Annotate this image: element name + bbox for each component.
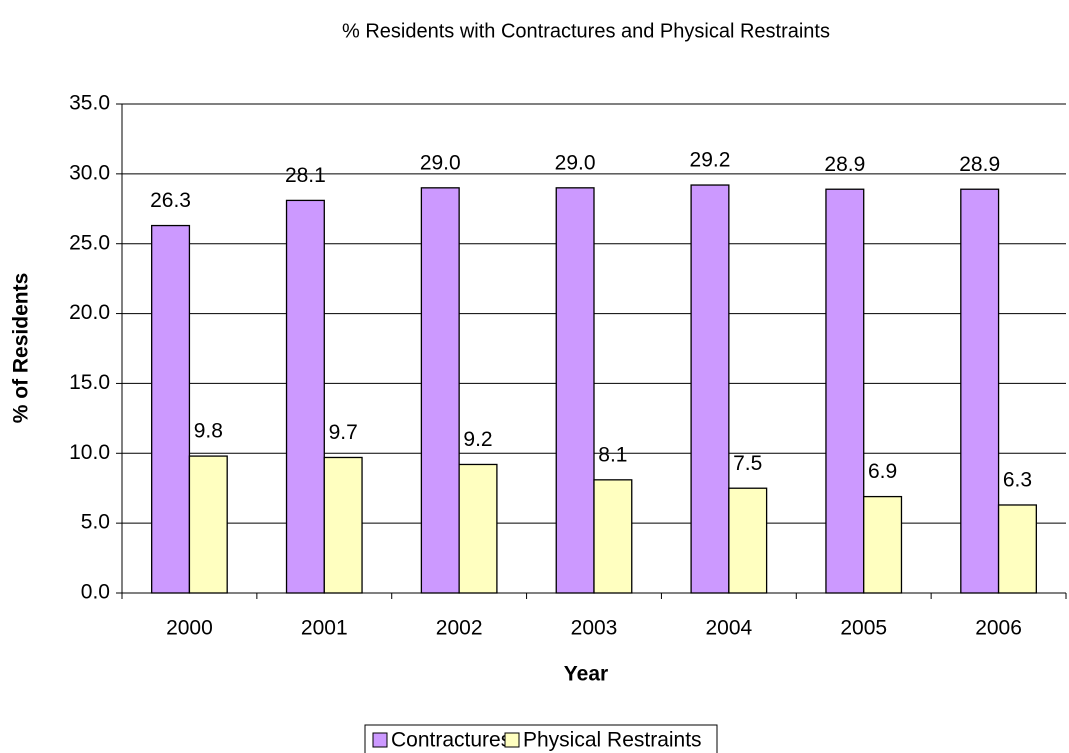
value-label: 29.0 <box>555 151 596 174</box>
y-axis-label: % of Residents <box>10 273 33 424</box>
x-tick-label: 2001 <box>301 617 348 640</box>
bar <box>458 463 498 594</box>
bar <box>863 495 903 594</box>
bar <box>420 187 460 594</box>
bar <box>690 184 730 594</box>
x-axis-label: Year <box>564 663 608 686</box>
value-label: 28.9 <box>959 153 1000 176</box>
value-label: 7.5 <box>733 452 762 475</box>
legend-swatch <box>504 732 520 748</box>
x-tick-label: 2006 <box>975 617 1022 640</box>
x-tick-label: 2004 <box>705 617 752 640</box>
value-label: 6.9 <box>868 460 897 483</box>
value-label: 9.8 <box>194 420 223 443</box>
y-tick-label: 0.0 <box>81 581 110 604</box>
x-tick-label: 2005 <box>840 617 887 640</box>
value-label: 9.7 <box>329 421 358 444</box>
value-label: 28.9 <box>824 153 865 176</box>
chart-title: % Residents with Contractures and Physic… <box>342 20 830 42</box>
y-tick-label: 10.0 <box>69 441 110 464</box>
legend-box <box>364 724 718 753</box>
value-label: 29.0 <box>420 151 461 174</box>
y-tick-label: 15.0 <box>69 371 110 394</box>
x-tick-label: 2002 <box>436 617 483 640</box>
bar <box>960 188 1000 594</box>
bar <box>323 456 363 594</box>
value-label: 6.3 <box>1003 469 1032 492</box>
y-tick-label: 30.0 <box>69 161 110 184</box>
bar <box>728 487 768 594</box>
bar <box>151 224 191 594</box>
value-label: 28.1 <box>285 164 326 187</box>
legend-swatch <box>372 732 388 748</box>
value-label: 8.1 <box>598 443 627 466</box>
value-label: 26.3 <box>150 189 191 212</box>
x-tick-label: 2000 <box>166 617 213 640</box>
bar <box>997 504 1037 594</box>
y-tick-label: 5.0 <box>81 511 110 534</box>
y-tick-label: 35.0 <box>69 92 110 115</box>
bar <box>188 455 228 594</box>
bar <box>825 188 865 594</box>
value-label: 9.2 <box>463 428 492 451</box>
value-label: 29.2 <box>690 149 731 172</box>
y-tick-label: 25.0 <box>69 231 110 254</box>
bar <box>555 187 595 594</box>
bar <box>285 199 325 594</box>
legend-label: Physical Restraints <box>523 729 702 752</box>
legend-label: Contractures <box>391 729 511 752</box>
bar <box>593 479 633 594</box>
y-tick-label: 20.0 <box>69 301 110 324</box>
x-tick-label: 2003 <box>571 617 618 640</box>
